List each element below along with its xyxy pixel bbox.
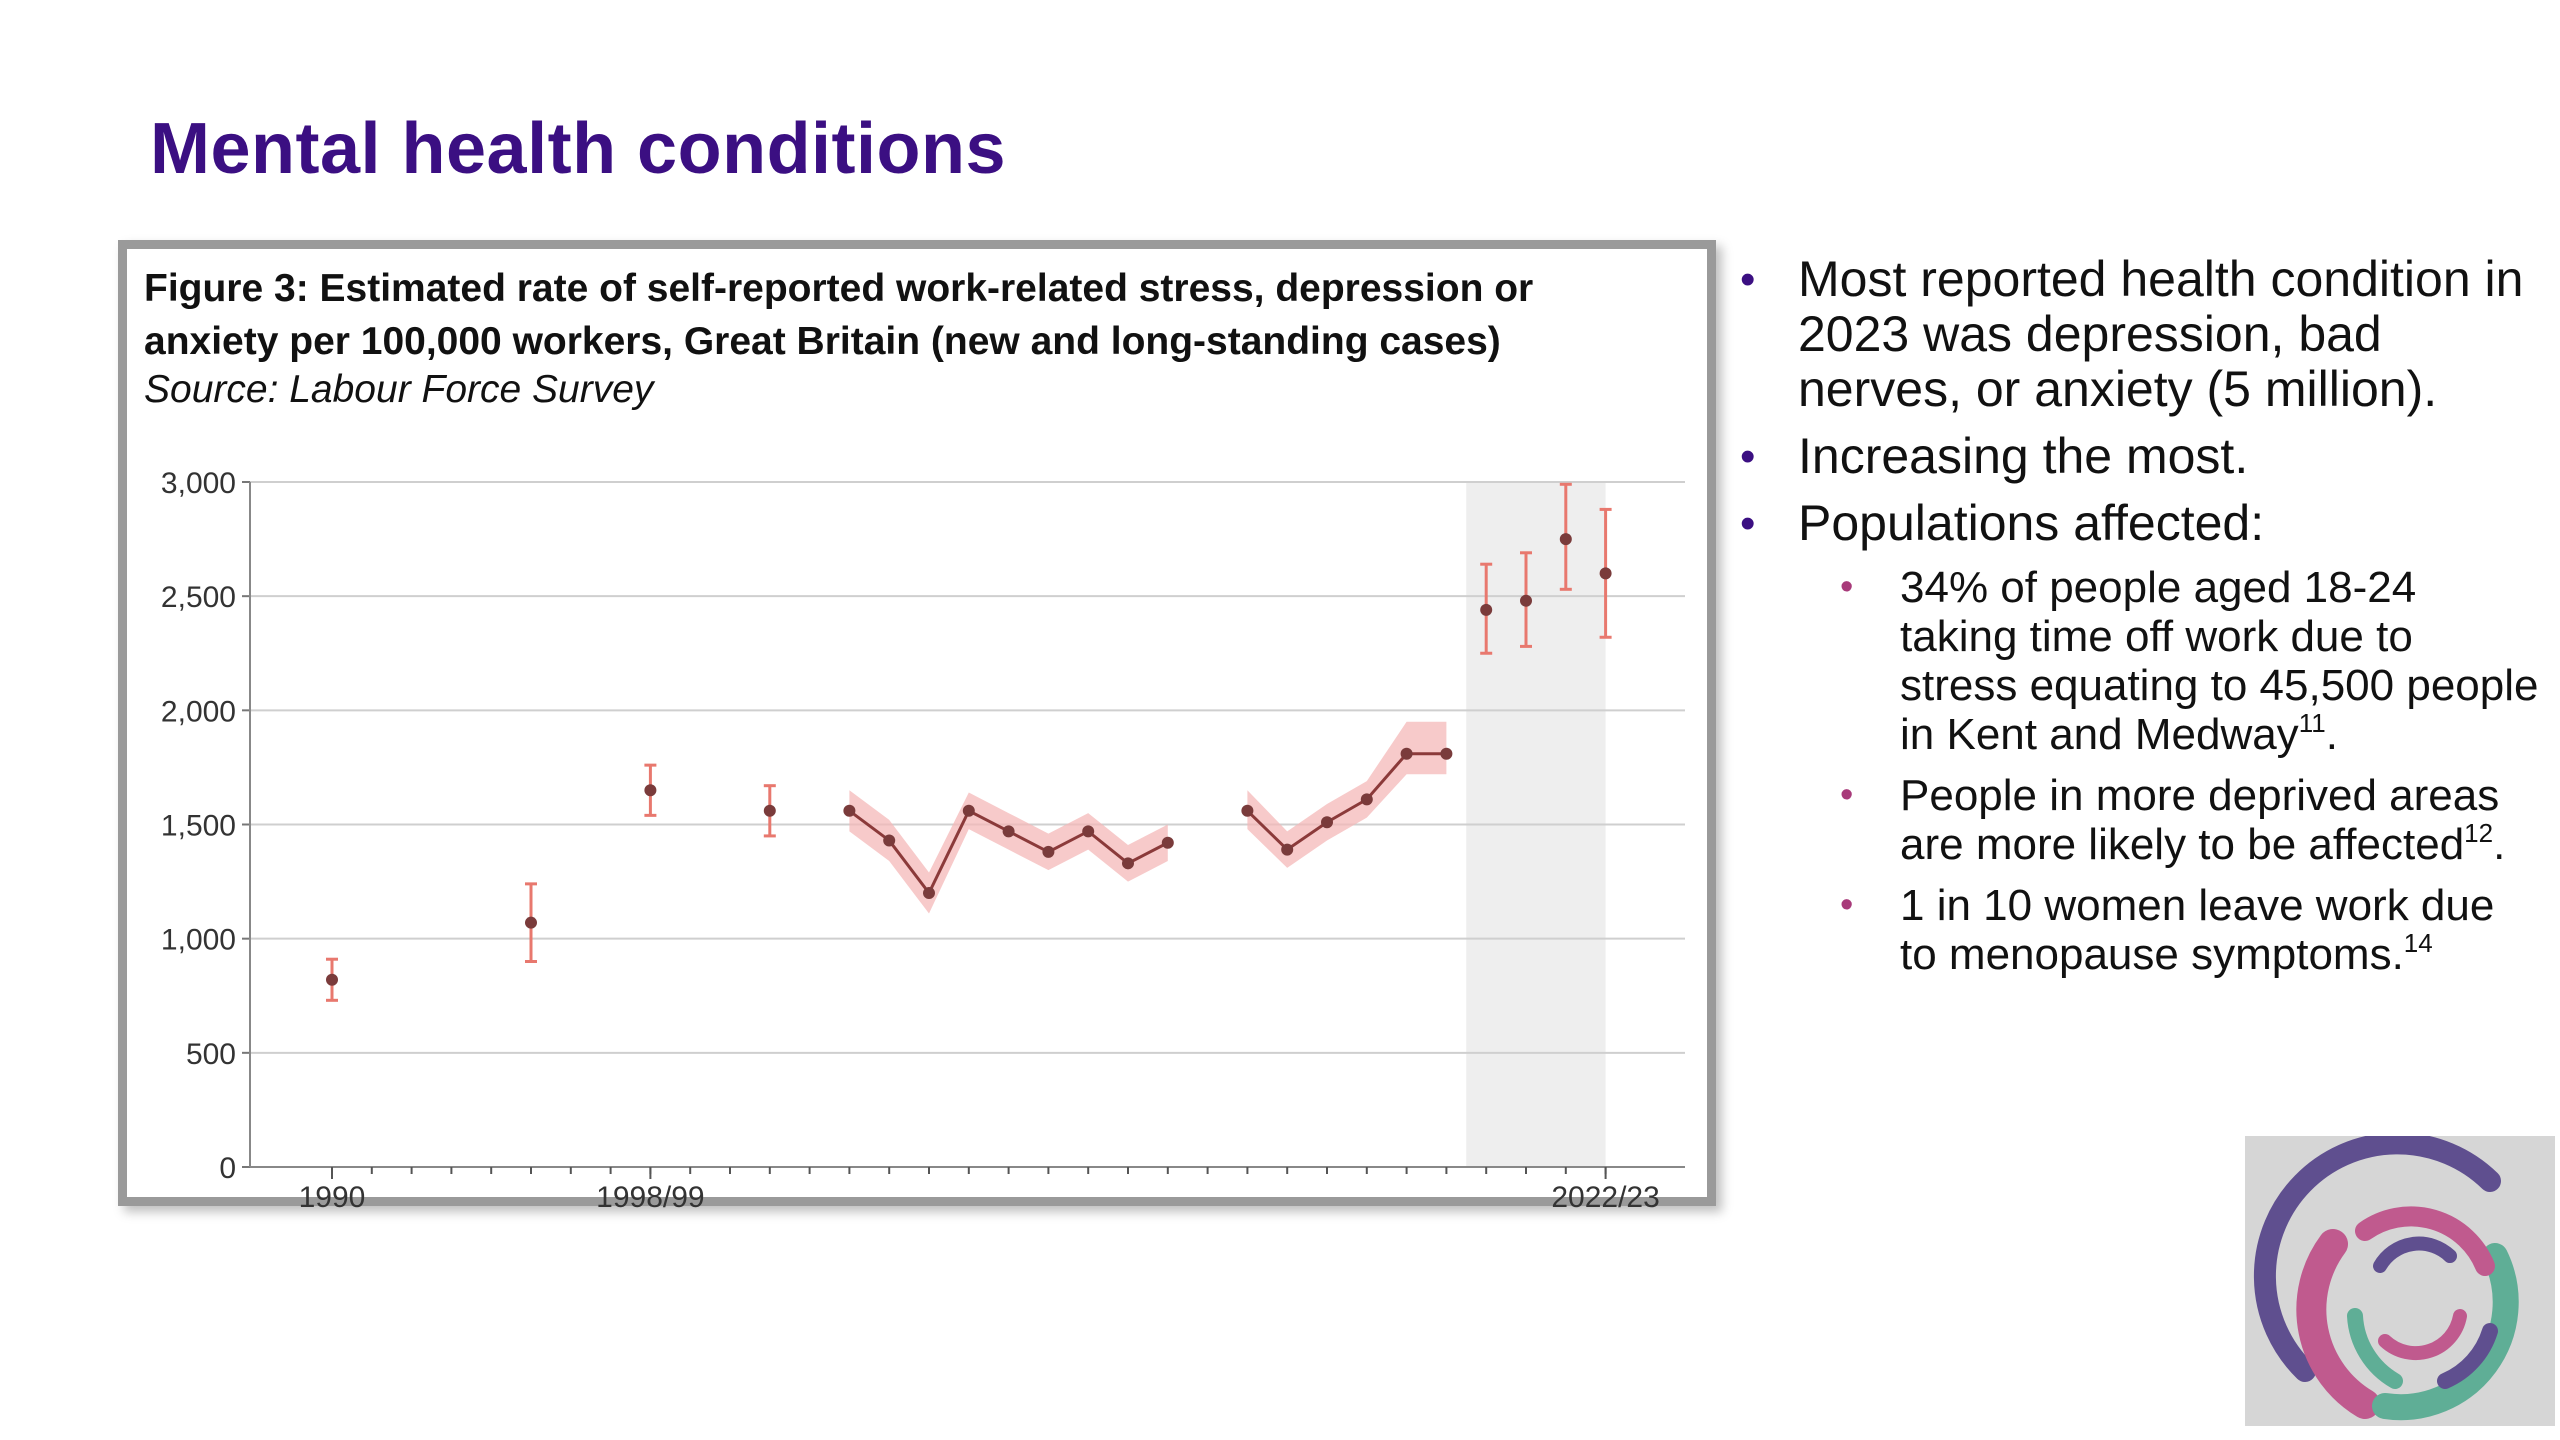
data-point bbox=[644, 784, 657, 797]
bullet-item: • Increasing the most. bbox=[1740, 429, 2540, 484]
data-point bbox=[1440, 747, 1453, 760]
data-point bbox=[1161, 836, 1174, 849]
rings-logo-icon bbox=[2253, 1132, 2519, 1421]
data-point bbox=[1520, 594, 1532, 607]
data-point bbox=[1400, 747, 1413, 760]
confidence-band bbox=[1247, 721, 1447, 868]
series-line bbox=[1246, 752, 1447, 852]
sub-bullet-dot-icon: • bbox=[1840, 884, 1854, 926]
data-point bbox=[763, 804, 776, 817]
bullet-dot-icon: • bbox=[1740, 255, 1756, 304]
data-point bbox=[326, 973, 338, 986]
sub-bullet-tail: . bbox=[2325, 710, 2338, 759]
citation-superscript: 11 bbox=[2298, 708, 2326, 738]
data-point bbox=[1042, 845, 1055, 858]
figure-title: Figure 3: Estimated rate of self-reporte… bbox=[144, 267, 1534, 363]
bullet-list: • Most reported health condition in 2023… bbox=[1740, 252, 2540, 991]
sub-bullet-item: • People in more deprived areas are more… bbox=[1740, 771, 2540, 869]
sub-bullet-text: 1 in 10 women leave work due to menopaus… bbox=[1900, 881, 2495, 979]
data-point bbox=[1559, 533, 1572, 546]
y-tick-label: 2,000 bbox=[161, 695, 236, 728]
sub-bullet-text: 34% of people aged 18-24 taking time off… bbox=[1900, 563, 2539, 759]
data-point bbox=[962, 804, 975, 817]
y-tick-label: 2,500 bbox=[161, 581, 236, 614]
data-point bbox=[1321, 816, 1333, 829]
bullet-dot-icon: • bbox=[1740, 432, 1756, 481]
data-point bbox=[1122, 857, 1134, 870]
data-point bbox=[923, 887, 935, 899]
y-tick-label: 0 bbox=[219, 1152, 236, 1185]
bullet-item: • Most reported health condition in 2023… bbox=[1740, 252, 2540, 417]
x-tick-label: 1990 bbox=[299, 1181, 366, 1214]
brand-logo bbox=[2245, 1132, 2555, 1426]
data-point bbox=[1002, 825, 1015, 838]
bullet-text: Most reported health condition in 2023 w… bbox=[1798, 251, 2524, 417]
y-tick-label: 1,000 bbox=[161, 924, 236, 957]
sub-bullet-dot-icon: • bbox=[1840, 774, 1854, 816]
y-tick-label: 500 bbox=[186, 1038, 236, 1071]
x-tick-label: 1998/99 bbox=[596, 1181, 704, 1214]
bullet-text: Populations affected: bbox=[1798, 495, 2265, 551]
data-point bbox=[525, 916, 537, 929]
sub-bullet-item: • 1 in 10 women leave work due to menopa… bbox=[1740, 881, 2540, 979]
x-tick-label: 2022/23 bbox=[1551, 1181, 1659, 1214]
sub-bullet-item: • 34% of people aged 18-24 taking time o… bbox=[1740, 563, 2540, 759]
data-point bbox=[1082, 825, 1095, 838]
figure-source: Source: Labour Force Survey bbox=[144, 368, 654, 411]
data-point bbox=[1599, 567, 1612, 580]
bullet-item: • Populations affected: bbox=[1740, 496, 2540, 551]
data-point bbox=[1241, 804, 1254, 817]
bullet-text: Increasing the most. bbox=[1798, 428, 2249, 484]
confidence-band bbox=[849, 790, 1168, 914]
y-tick-label: 1,500 bbox=[161, 810, 236, 843]
data-point bbox=[883, 834, 896, 847]
sub-bullet-text: People in more deprived areas are more l… bbox=[1900, 771, 2500, 869]
data-point bbox=[1480, 603, 1493, 616]
slide-title: Mental health conditions bbox=[150, 109, 1007, 189]
citation-superscript: 12 bbox=[2464, 818, 2494, 848]
data-point bbox=[843, 804, 856, 817]
bullet-dot-icon: • bbox=[1740, 499, 1756, 548]
figure-frame bbox=[118, 240, 1716, 1206]
y-tick-label: 3,000 bbox=[161, 467, 236, 500]
data-point bbox=[1360, 793, 1373, 806]
sub-bullet-tail: . bbox=[2493, 820, 2506, 869]
sub-bullet-dot-icon: • bbox=[1840, 566, 1854, 608]
sub-bullet-list: • 34% of people aged 18-24 taking time o… bbox=[1740, 563, 2540, 979]
citation-superscript: 14 bbox=[2403, 928, 2433, 958]
data-point bbox=[1281, 843, 1294, 856]
